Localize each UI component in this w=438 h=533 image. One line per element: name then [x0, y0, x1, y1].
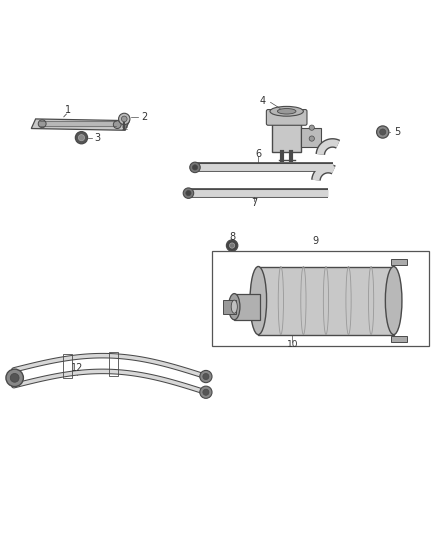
Circle shape: [203, 374, 209, 379]
Text: 2: 2: [141, 112, 148, 122]
Text: 4: 4: [260, 95, 266, 106]
Circle shape: [183, 188, 194, 198]
Circle shape: [186, 190, 191, 196]
Ellipse shape: [277, 109, 296, 114]
Text: 3: 3: [95, 133, 101, 143]
Circle shape: [190, 162, 200, 173]
Bar: [212, 251, 428, 346]
Text: 10: 10: [286, 340, 298, 349]
Circle shape: [11, 374, 19, 382]
Bar: [392, 336, 407, 343]
Circle shape: [309, 125, 314, 130]
Bar: [301, 128, 321, 147]
Text: 7: 7: [251, 198, 257, 208]
Circle shape: [113, 120, 121, 128]
Text: 9: 9: [312, 236, 318, 246]
Ellipse shape: [231, 300, 237, 313]
Ellipse shape: [250, 266, 267, 335]
Circle shape: [226, 240, 238, 251]
Ellipse shape: [270, 107, 304, 116]
Text: 8: 8: [229, 232, 235, 242]
Circle shape: [200, 370, 212, 383]
Circle shape: [121, 116, 127, 122]
Circle shape: [38, 120, 46, 128]
Circle shape: [377, 126, 389, 138]
Bar: [223, 300, 236, 313]
Circle shape: [309, 136, 314, 141]
Bar: [272, 124, 301, 152]
Bar: [63, 354, 72, 378]
Circle shape: [75, 132, 88, 144]
Circle shape: [6, 369, 23, 386]
Text: 1: 1: [65, 105, 71, 115]
Circle shape: [380, 129, 386, 135]
Text: 11: 11: [234, 309, 246, 318]
Circle shape: [78, 135, 85, 141]
Ellipse shape: [385, 266, 402, 335]
Bar: [109, 352, 118, 376]
Circle shape: [230, 243, 235, 248]
Circle shape: [192, 165, 198, 170]
Circle shape: [203, 389, 209, 395]
Bar: [234, 294, 260, 320]
Circle shape: [200, 386, 212, 398]
Bar: [258, 266, 394, 335]
Text: 12: 12: [71, 363, 83, 373]
Text: 6: 6: [255, 149, 261, 159]
Polygon shape: [31, 119, 130, 130]
FancyBboxPatch shape: [266, 110, 307, 125]
Circle shape: [119, 113, 130, 125]
Text: 5: 5: [394, 127, 400, 137]
Ellipse shape: [229, 294, 240, 320]
Bar: [392, 259, 407, 265]
